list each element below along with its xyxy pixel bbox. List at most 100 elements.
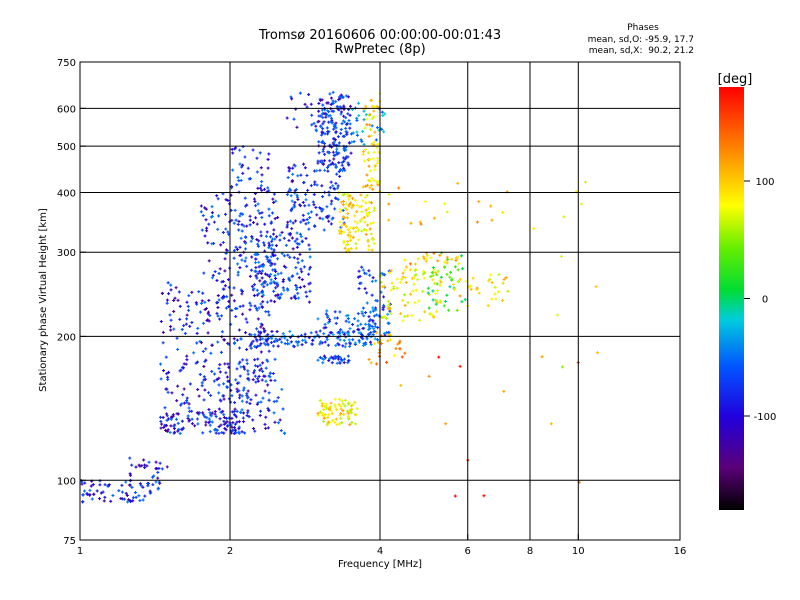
data-point xyxy=(252,371,256,375)
data-point xyxy=(346,361,350,365)
data-point xyxy=(329,116,333,120)
data-point xyxy=(350,421,354,425)
data-point xyxy=(401,271,405,275)
data-point xyxy=(243,259,247,263)
data-point xyxy=(366,151,370,155)
data-point xyxy=(205,226,209,230)
data-point xyxy=(326,109,330,113)
data-point xyxy=(303,166,307,170)
data-point xyxy=(339,93,343,97)
data-point xyxy=(490,281,494,285)
data-point xyxy=(314,129,318,133)
data-point xyxy=(347,119,351,123)
data-point xyxy=(374,138,378,142)
data-point xyxy=(345,132,349,136)
data-point xyxy=(190,320,194,324)
data-point xyxy=(270,247,274,251)
data-point xyxy=(320,401,324,405)
data-point xyxy=(337,422,341,426)
data-point xyxy=(248,402,252,406)
data-point xyxy=(430,271,434,275)
data-point xyxy=(271,344,275,348)
data-point xyxy=(174,286,178,290)
data-point xyxy=(334,163,338,167)
data-point xyxy=(234,245,238,249)
data-point xyxy=(338,338,342,342)
data-point xyxy=(360,310,364,314)
data-point xyxy=(278,238,282,242)
data-point xyxy=(195,417,199,421)
data-point xyxy=(469,287,473,291)
data-point xyxy=(456,280,460,284)
data-point xyxy=(168,313,172,317)
data-point xyxy=(300,259,304,263)
data-point xyxy=(332,187,336,191)
data-point xyxy=(297,296,301,300)
data-point xyxy=(240,223,244,227)
data-point xyxy=(583,180,587,184)
data-point xyxy=(223,257,227,261)
data-point xyxy=(386,307,390,311)
data-point xyxy=(261,293,265,297)
data-point xyxy=(309,102,313,106)
data-point xyxy=(166,281,170,285)
data-point xyxy=(194,301,198,305)
data-point xyxy=(260,269,264,273)
data-point xyxy=(336,331,340,335)
data-point xyxy=(274,286,278,290)
data-point xyxy=(348,409,352,413)
data-point xyxy=(357,287,361,291)
data-point xyxy=(339,412,343,416)
data-point xyxy=(306,212,310,216)
data-point xyxy=(333,354,337,358)
data-point xyxy=(268,371,272,375)
data-point xyxy=(212,379,216,383)
data-point xyxy=(376,142,380,146)
data-point xyxy=(348,122,352,126)
data-point xyxy=(355,225,359,229)
data-point xyxy=(176,347,180,351)
data-point xyxy=(255,308,259,312)
data-point xyxy=(318,329,322,333)
data-point xyxy=(421,269,425,273)
data-point xyxy=(92,492,96,496)
data-point xyxy=(257,330,261,334)
data-point xyxy=(296,257,300,261)
data-point xyxy=(129,500,133,504)
data-point xyxy=(439,280,443,284)
data-point xyxy=(221,230,225,234)
data-point xyxy=(245,414,249,418)
data-point xyxy=(346,192,350,196)
data-point xyxy=(406,301,410,305)
data-point xyxy=(230,394,234,398)
data-point xyxy=(328,319,332,323)
data-point xyxy=(159,362,163,366)
data-point xyxy=(371,187,375,191)
data-point xyxy=(289,95,293,99)
data-point xyxy=(307,203,311,207)
data-point xyxy=(332,109,336,113)
data-point xyxy=(321,207,325,211)
data-point xyxy=(296,174,300,178)
data-point xyxy=(366,212,370,216)
data-point xyxy=(383,112,387,116)
data-point xyxy=(237,427,241,431)
data-point xyxy=(169,318,173,322)
data-point xyxy=(327,164,331,168)
data-point xyxy=(370,324,374,328)
data-point xyxy=(372,179,376,183)
data-point xyxy=(330,217,334,221)
data-point xyxy=(188,382,192,386)
data-point xyxy=(187,294,191,298)
data-point xyxy=(266,359,270,363)
data-point xyxy=(217,431,221,435)
data-point xyxy=(342,134,346,138)
data-point xyxy=(444,422,448,426)
data-point xyxy=(258,344,262,348)
data-point xyxy=(216,340,220,344)
data-point xyxy=(346,415,350,419)
data-point xyxy=(235,387,239,391)
data-point xyxy=(404,281,408,285)
data-point xyxy=(269,341,273,345)
data-point xyxy=(395,277,399,281)
